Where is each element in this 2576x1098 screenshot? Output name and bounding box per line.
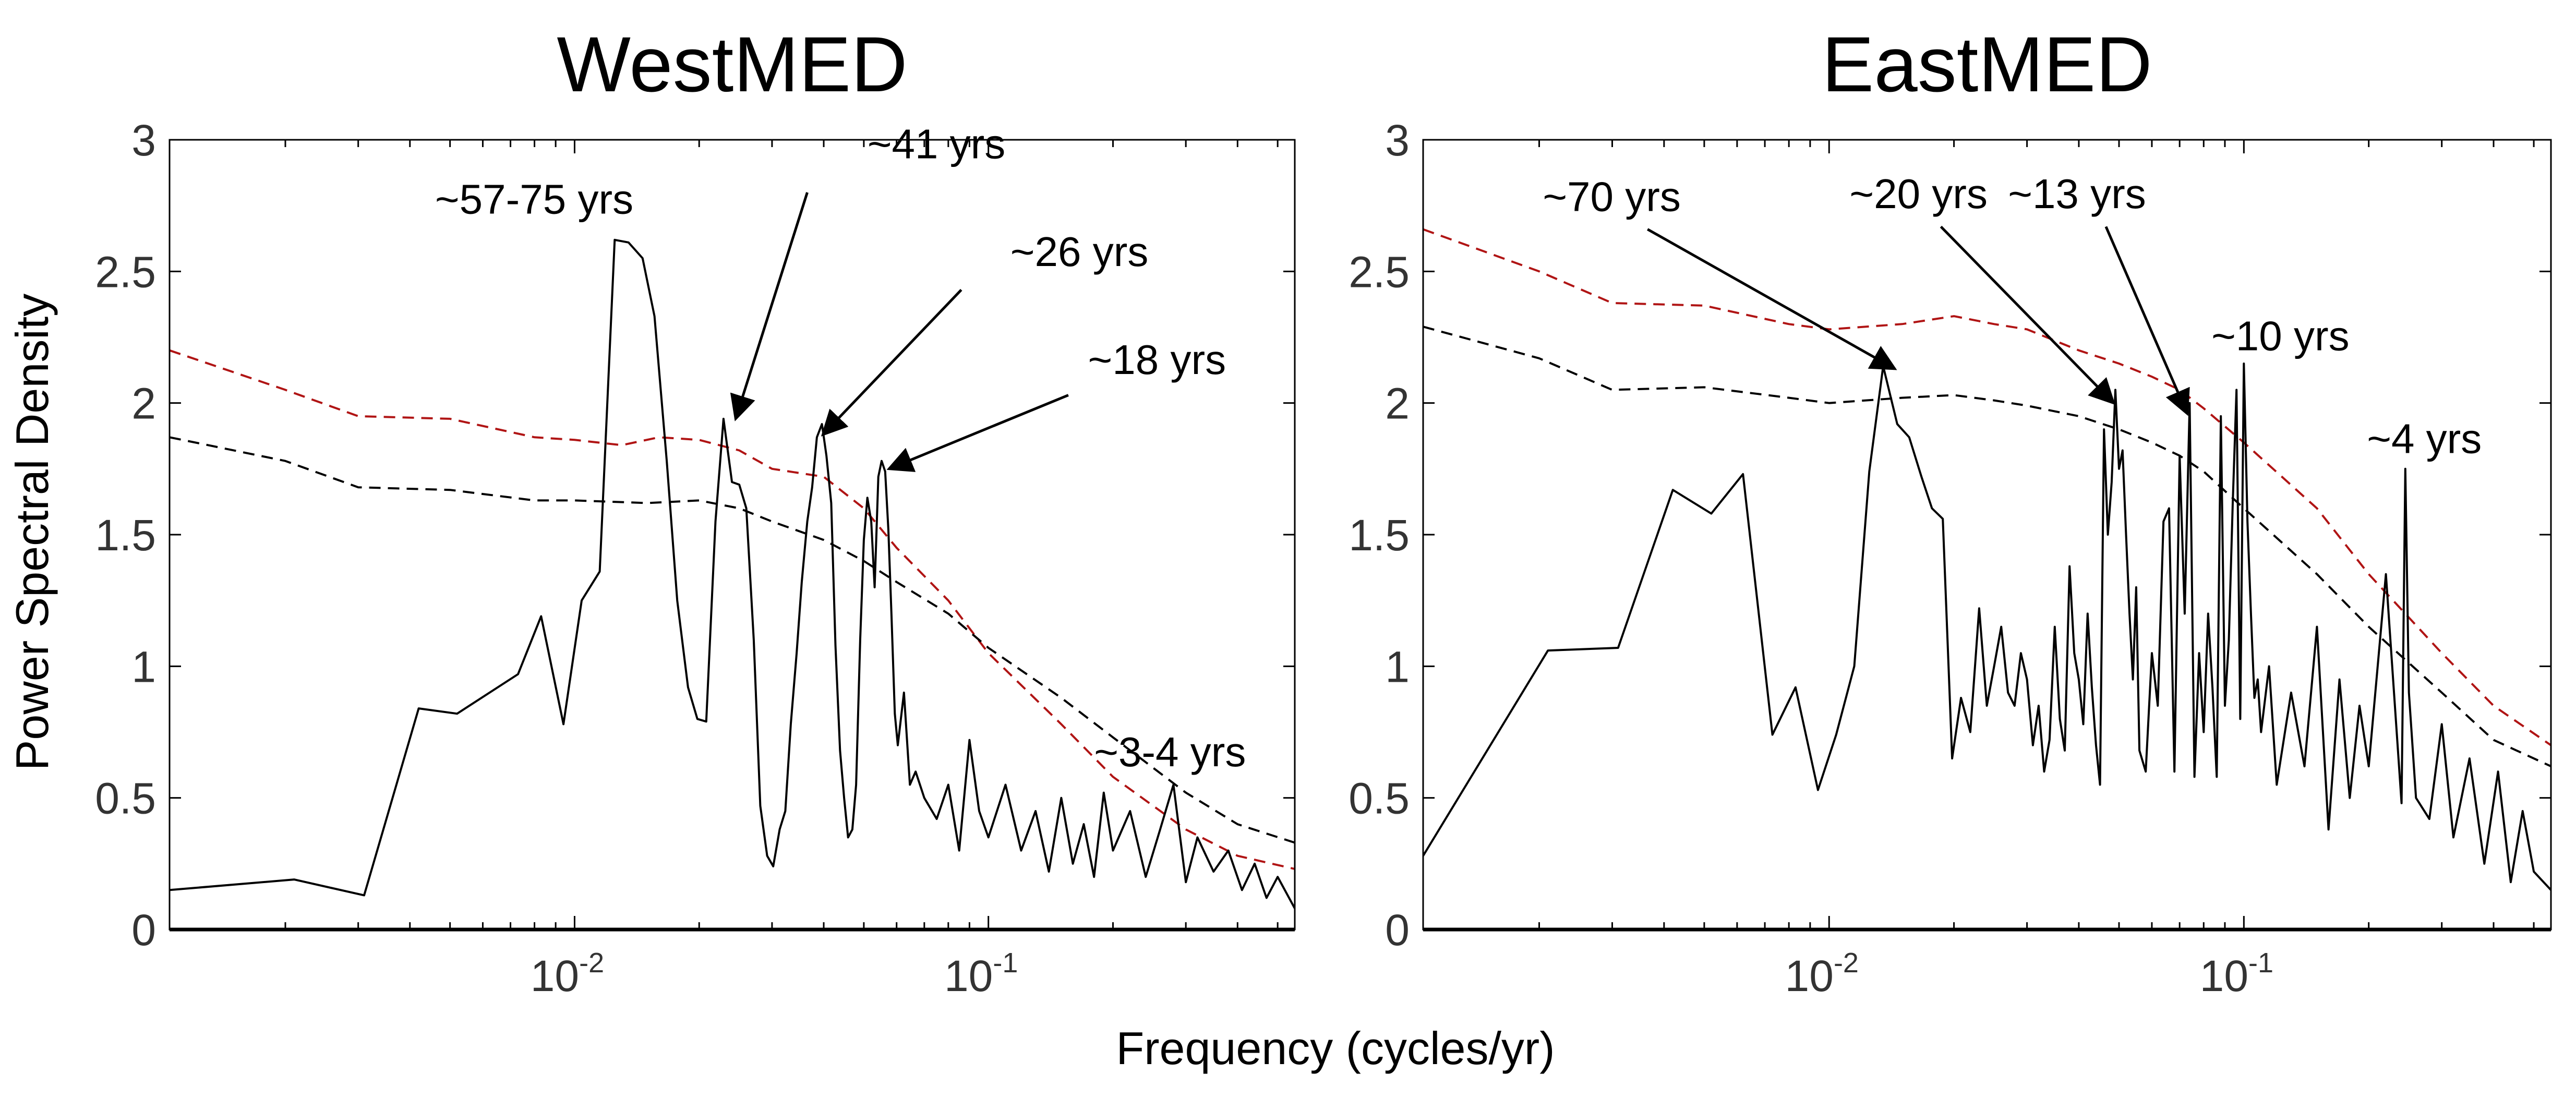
chart-1-ytick-label: 1 [131, 642, 156, 691]
chart-2-ytick-label: 0.5 [1349, 774, 1410, 823]
chart-1-annotation-arrow [730, 192, 809, 421]
chart-2-annotation: ~20 yrs [1849, 171, 1988, 217]
chart-1-ytick-label: 0.5 [95, 774, 156, 823]
chart-1-xtick-label: 10-2 [531, 947, 604, 1000]
chart-2-ytick-label: 1 [1385, 642, 1410, 691]
chart-2-series-solid-black [1423, 363, 2551, 891]
chart-2-xtick-exp: -2 [1834, 947, 1859, 979]
chart-2-annotation-arrow [2104, 226, 2190, 416]
chart-1-ytick-label: 2 [131, 379, 156, 428]
chart-1-annotation: ~41 yrs [868, 120, 1006, 167]
chart-2-plot-area [1423, 228, 2551, 891]
chart-2-series-dashed-black [1423, 325, 2551, 767]
chart-2-annotation: ~70 yrs [1543, 173, 1681, 220]
chart-1-series-solid-black [170, 238, 1295, 909]
chart-1-ytick-label: 0 [131, 906, 156, 955]
chart-2-frame [1422, 139, 2552, 931]
chart-1-xtick-exp: -2 [579, 947, 604, 979]
chart-1-annotation: ~26 yrs [1010, 228, 1149, 275]
chart-2-ytick-label: 2.5 [1349, 247, 1410, 296]
chart-2-series-dashed-red [1423, 228, 2551, 746]
chart-1-series-dashed-black [170, 436, 1295, 844]
chart-1-annotation: ~57-75 yrs [435, 176, 633, 222]
chart-1-series-dashed-red [170, 349, 1295, 870]
chart-2-xtick-base: 10 [2200, 951, 2248, 1000]
chart-1-plot-area [170, 238, 1295, 909]
chart-2-xtick-label: 10-1 [2200, 947, 2273, 1000]
chart-2-xtick-base: 10 [1785, 951, 1834, 1000]
chart-2-annotation: ~13 yrs [2008, 171, 2146, 217]
chart-2-ytick-label: 0 [1385, 906, 1410, 955]
chart-2-ytick-label: 2 [1385, 379, 1410, 428]
chart-2-annotation-arrow [1940, 225, 2115, 405]
chart-2-annotation: ~4 yrs [2367, 416, 2482, 462]
chart-1-ytick-label: 3 [131, 116, 156, 165]
chart-1-ytick-label: 2.5 [95, 247, 156, 296]
chart-1-xtick-exp: -1 [993, 947, 1018, 979]
chart-1-title: WestMED [557, 20, 907, 108]
chart-2-xtick-exp: -1 [2248, 947, 2273, 979]
y-axis-label: Power Spectral Density [6, 294, 58, 771]
chart-2-annotation: ~10 yrs [2211, 313, 2350, 359]
chart-1-annotation: ~18 yrs [1088, 336, 1226, 383]
x-axis-label: Frequency (cycles/yr) [1116, 1022, 1555, 1074]
chart-1-annotation-arrow [821, 288, 962, 437]
chart-1-xtick-base: 10 [944, 951, 993, 1000]
chart-2-ytick-label: 1.5 [1349, 511, 1410, 560]
chart-1-xtick-base: 10 [531, 951, 579, 1000]
chart-1-annotation-arrow [886, 394, 1069, 472]
chart-1-annotation: ~3-4 yrs [1094, 729, 1246, 775]
chart-2-ytick-label: 3 [1385, 116, 1410, 165]
chart-2-xtick-label: 10-2 [1785, 947, 1859, 1000]
chart-1-xtick-label: 10-1 [944, 947, 1018, 1000]
chart-2-annotation-arrow [1646, 228, 1897, 370]
chart-1-ytick-label: 1.5 [95, 511, 156, 560]
chart-2-title: EastMED [1822, 20, 2152, 108]
